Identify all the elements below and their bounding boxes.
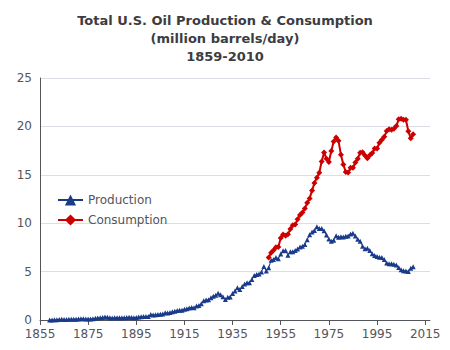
svg-text:1855: 1855 [25,327,56,341]
svg-text:Production: Production [88,193,152,207]
svg-text:Consumption: Consumption [88,213,167,227]
svg-text:(million barrels/day): (million barrels/day) [151,31,300,46]
svg-text:25: 25 [17,71,32,85]
svg-text:2015: 2015 [410,327,441,341]
svg-text:0: 0 [24,313,32,327]
svg-text:1995: 1995 [362,327,393,341]
svg-text:1859-2010: 1859-2010 [186,49,264,64]
svg-text:1895: 1895 [121,327,152,341]
svg-text:1935: 1935 [217,327,248,341]
svg-text:1975: 1975 [314,327,345,341]
svg-text:1875: 1875 [73,327,104,341]
svg-text:1955: 1955 [265,327,296,341]
svg-text:1915: 1915 [169,327,200,341]
svg-text:5: 5 [24,265,32,279]
svg-text:20: 20 [17,119,32,133]
svg-text:10: 10 [17,216,32,230]
svg-text:Total U.S. Oil Production & Co: Total U.S. Oil Production & Consumption [77,13,373,28]
svg-text:15: 15 [17,168,32,182]
